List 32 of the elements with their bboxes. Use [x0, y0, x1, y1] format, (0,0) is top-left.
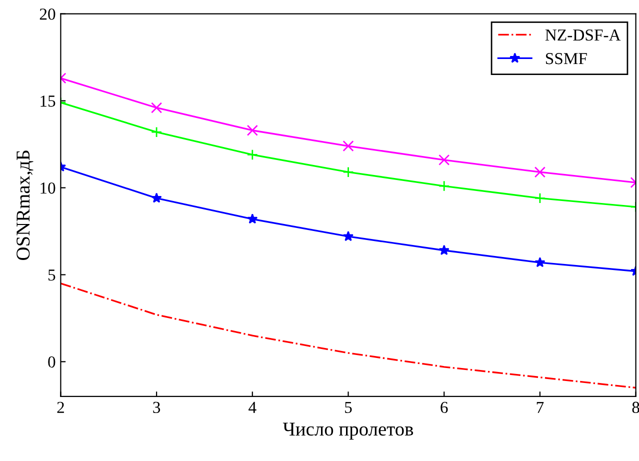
- x-tick-label: 7: [536, 402, 544, 413]
- point: [246, 124, 258, 136]
- point: [151, 192, 162, 203]
- legend-label: SSMF: [546, 53, 587, 64]
- y-tick-label: 5: [48, 270, 56, 281]
- x-tick-label: 4: [248, 402, 256, 413]
- point: [342, 166, 354, 178]
- point: [151, 126, 162, 138]
- legend-label: NZ-DSF-A: [545, 29, 621, 41]
- y-tick-label: 10: [40, 182, 56, 194]
- x-tick-label: 5: [345, 402, 352, 414]
- point: [247, 214, 258, 224]
- x-tick-label: 6: [440, 402, 448, 414]
- x-tick-label: 3: [153, 402, 160, 414]
- x-tick-label: 8: [632, 402, 639, 414]
- x-axis-title: Число пролетов: [282, 422, 414, 440]
- x-tick-label: 2: [57, 402, 64, 413]
- point: [534, 256, 546, 268]
- y-tick-label: 0: [48, 356, 56, 368]
- y-axis-title: OSNRmax,дБ: [16, 150, 34, 260]
- line-series: [60, 282, 636, 389]
- point: [534, 192, 546, 204]
- point: [342, 140, 354, 152]
- point: [438, 154, 450, 166]
- point: [438, 244, 450, 255]
- point: [246, 149, 258, 160]
- y-tick-label: 15: [40, 96, 56, 107]
- y-tick-label: 20: [40, 8, 56, 20]
- point: [151, 102, 162, 114]
- point: [438, 180, 450, 192]
- point: [342, 230, 354, 242]
- point: [534, 166, 546, 178]
